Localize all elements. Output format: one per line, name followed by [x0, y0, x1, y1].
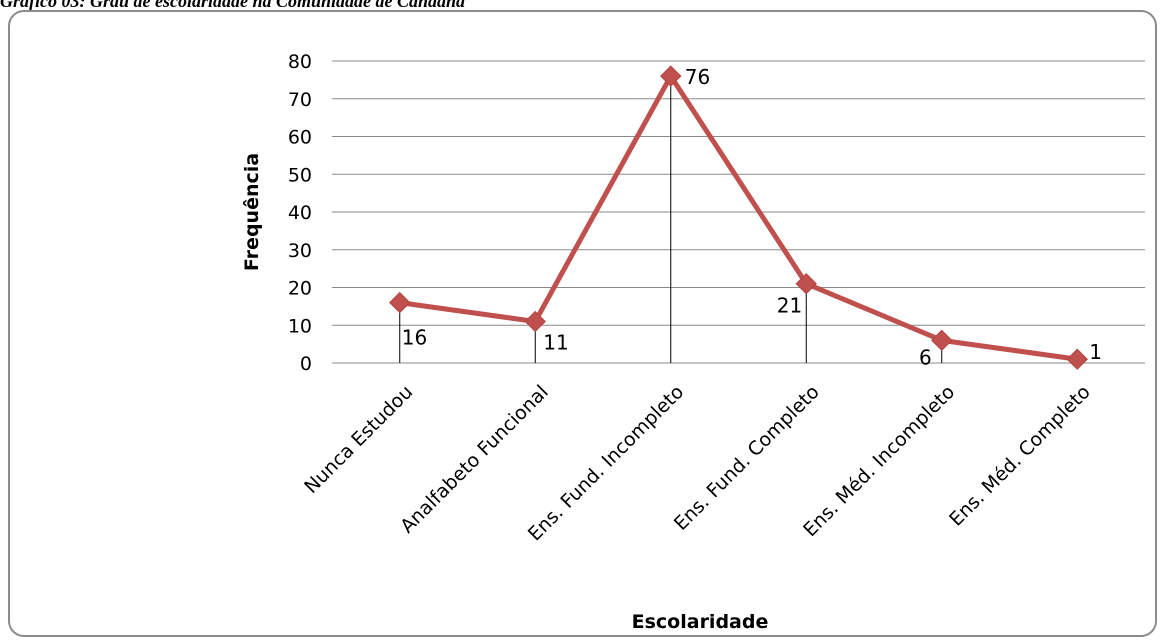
y-tick-label: 40 — [288, 202, 312, 224]
y-tick-label: 20 — [288, 278, 312, 300]
x-tick-label: Ens. Fund. Incompleto — [524, 381, 688, 545]
data-point-marker — [389, 291, 411, 314]
y-tick-label: 30 — [288, 240, 312, 262]
chart-frame — [8, 10, 1157, 637]
data-label: 21 — [777, 294, 802, 318]
y-tick-label: 70 — [288, 89, 312, 111]
figure-caption: Gráfico 03: Grau de escolaridade na Comu… — [0, 0, 466, 11]
series-line — [399, 73, 1078, 362]
data-point-marker — [931, 329, 953, 352]
x-axis-title: Escolaridade — [632, 611, 769, 633]
data-label: 6 — [919, 345, 932, 369]
data-label: 11 — [543, 330, 568, 354]
data-label: 1 — [1089, 340, 1102, 364]
y-tick-label: 80 — [288, 51, 312, 73]
series — [399, 73, 1078, 362]
markers — [389, 65, 1088, 370]
data-point-marker — [795, 273, 817, 295]
y-axis-title: Frequência — [241, 153, 263, 271]
data-point-marker — [524, 310, 546, 333]
gridlines — [332, 60, 1145, 364]
y-tick-label: 60 — [288, 127, 312, 149]
drop-lines — [399, 76, 1078, 363]
y-tick-label: 0 — [300, 353, 312, 375]
x-tick-label: Ens. Fund. Completo — [670, 381, 824, 535]
data-point-marker — [1066, 348, 1088, 370]
x-tick-label: Ens. Méd. Completo — [945, 381, 1095, 531]
x-tick-label: Analfabeto Funcional — [396, 381, 553, 538]
data-label: 16 — [402, 326, 427, 350]
y-axis-ticks: 0 10 20 30 40 50 60 70 80 — [288, 51, 312, 375]
y-tick-label: 10 — [288, 315, 312, 337]
y-tick-label: 50 — [288, 164, 312, 186]
x-tick-label: Ens. Méd. Incompleto — [799, 381, 959, 541]
data-point-marker — [660, 65, 682, 87]
x-tick-label: Nunca Estudou — [300, 381, 417, 498]
data-labels: 16 11 76 21 6 1 — [402, 65, 1102, 369]
data-label: 76 — [685, 65, 710, 89]
